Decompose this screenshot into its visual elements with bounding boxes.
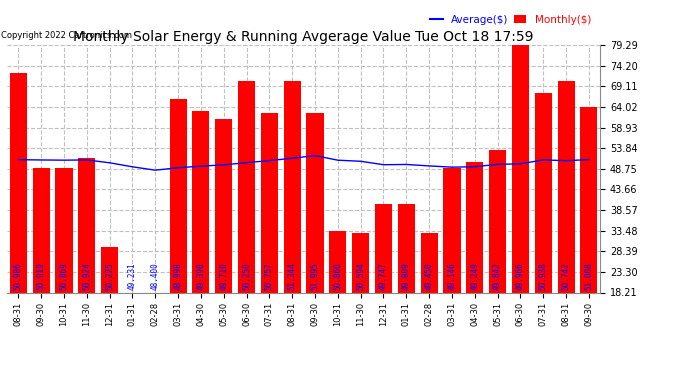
Text: 49.450: 49.450 — [424, 263, 433, 291]
Text: 50.919: 50.919 — [37, 263, 46, 291]
Text: 48.998: 48.998 — [174, 263, 183, 291]
Bar — [466, 162, 483, 292]
Bar — [397, 204, 415, 292]
Text: 51.995: 51.995 — [310, 263, 319, 291]
Bar — [444, 168, 460, 292]
Bar — [261, 113, 278, 292]
Bar — [101, 247, 118, 292]
Text: 48.400: 48.400 — [150, 263, 160, 291]
Text: 49.747: 49.747 — [379, 263, 388, 291]
Bar — [489, 150, 506, 292]
Text: 50.757: 50.757 — [265, 263, 274, 291]
Text: 50.924: 50.924 — [82, 263, 91, 291]
Text: 50.594: 50.594 — [356, 263, 365, 291]
Bar — [215, 119, 233, 292]
Text: 51.344: 51.344 — [288, 263, 297, 291]
Bar — [535, 93, 552, 292]
Text: 50.225: 50.225 — [105, 263, 114, 291]
Text: 50.250: 50.250 — [242, 263, 251, 291]
Bar — [55, 168, 72, 292]
Bar — [193, 111, 210, 292]
Legend: Average($), Monthly($): Average($), Monthly($) — [426, 10, 595, 29]
Text: 49.809: 49.809 — [402, 263, 411, 291]
Bar — [170, 99, 186, 292]
Bar — [32, 168, 50, 292]
Bar — [421, 232, 437, 292]
Bar — [306, 113, 324, 292]
Bar — [78, 158, 95, 292]
Text: 49.231: 49.231 — [128, 263, 137, 291]
Text: 49.842: 49.842 — [493, 263, 502, 291]
Bar — [10, 72, 27, 292]
Text: 50.986: 50.986 — [14, 263, 23, 291]
Bar — [238, 81, 255, 292]
Text: 49.710: 49.710 — [219, 263, 228, 291]
Bar — [558, 81, 575, 292]
Text: Copyright 2022 Cartronics.com: Copyright 2022 Cartronics.com — [1, 31, 132, 40]
Text: 50.938: 50.938 — [539, 263, 548, 291]
Text: 49.146: 49.146 — [447, 263, 457, 291]
Bar — [375, 204, 392, 292]
Text: 50.742: 50.742 — [562, 263, 571, 291]
Title: Monthly Solar Energy & Running Avgerage Value Tue Oct 18 17:59: Monthly Solar Energy & Running Avgerage … — [73, 30, 534, 44]
Text: 50.869: 50.869 — [59, 263, 68, 291]
Bar — [329, 231, 346, 292]
Bar — [284, 81, 301, 292]
Bar — [580, 107, 598, 292]
Text: 49.390: 49.390 — [197, 263, 206, 291]
Text: 50.860: 50.860 — [333, 263, 342, 291]
Bar — [512, 45, 529, 292]
Text: 49.249: 49.249 — [471, 263, 480, 291]
Text: 51.008: 51.008 — [584, 263, 593, 291]
Bar — [352, 232, 369, 292]
Text: 49.966: 49.966 — [516, 263, 525, 291]
